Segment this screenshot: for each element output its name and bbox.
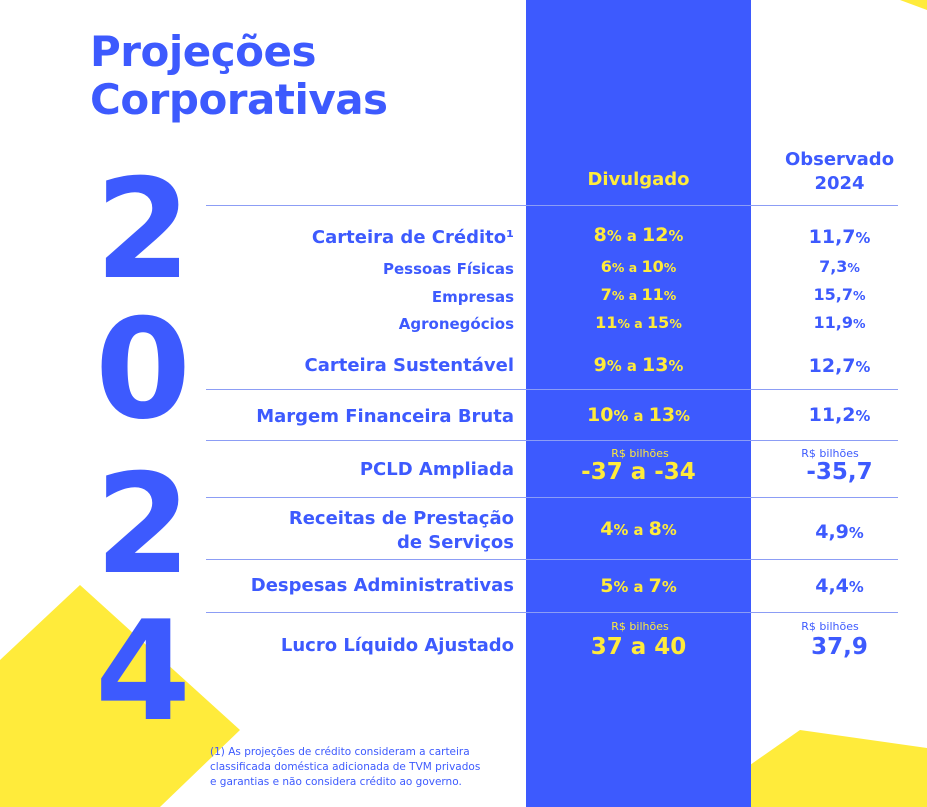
year-digit-4: 4 xyxy=(94,591,192,752)
title-line-2: Corporativas xyxy=(90,75,388,124)
divulgado-value-agronegocios: 11% a 15% xyxy=(595,313,682,332)
divulgado-column-background xyxy=(526,0,751,807)
row-divider xyxy=(206,440,898,441)
observado-unit-pcld: R$ bilhões xyxy=(801,447,859,460)
observado-value-lucro: 37,9 xyxy=(811,634,868,660)
divulgado-value-carteira-credito: 8% a 12% xyxy=(593,224,684,246)
divulgado-value-margem-financeira: 10% a 13% xyxy=(587,404,690,426)
row-label-carteira-credito: Carteira de Crédito¹ xyxy=(311,227,514,248)
divulgado-value-empresas: 7% a 11% xyxy=(600,285,677,304)
year-digit-1: 2 xyxy=(94,149,192,310)
row-label-receitas-line1: Receitas de Prestação xyxy=(288,508,514,529)
page-title: Projeções Corporativas xyxy=(90,28,388,124)
observado-value-receitas: 4,9% xyxy=(815,521,864,543)
row-divider xyxy=(206,559,898,560)
divulgado-value-pcld: -37 a -34 xyxy=(581,459,696,485)
row-label-carteira-sustentavel: Carteira Sustentável xyxy=(304,355,515,376)
row-label-lucro: Lucro Líquido Ajustado xyxy=(280,635,514,656)
divulgado-value-receitas: 4% a 8% xyxy=(600,518,677,540)
yellow-corner-top-right xyxy=(900,0,927,10)
observado-value-carteira-sustentavel: 12,7% xyxy=(808,355,871,377)
row-label-receitas-line2: de Serviços xyxy=(396,532,514,553)
yellow-triangle-left xyxy=(0,585,240,807)
row-label-agronegocios: Agronegócios xyxy=(398,315,514,333)
row-label-despesas: Despesas Administrativas xyxy=(250,575,514,596)
observado-value-pcld: -35,7 xyxy=(806,459,873,485)
observado-value-empresas: 15,7% xyxy=(813,285,866,304)
row-divider xyxy=(206,389,898,390)
observado-value-pessoas-fisicas: 7,3% xyxy=(819,257,860,276)
observado-value-agronegocios: 11,9% xyxy=(813,313,866,332)
row-label-pessoas-fisicas: Pessoas Físicas xyxy=(382,260,514,278)
row-divider xyxy=(206,205,898,206)
row-label-empresas: Empresas xyxy=(431,288,514,306)
footnote: (1) As projeções de crédito consideram a… xyxy=(210,745,510,790)
footnote-line-3: e garantias e não considera crédito ao g… xyxy=(210,776,462,788)
column-header-observado-line2: 2024 xyxy=(814,173,865,194)
divulgado-value-despesas: 5% a 7% xyxy=(600,575,677,597)
observado-value-despesas: 4,4% xyxy=(815,575,864,597)
row-label-margem-financeira: Margem Financeira Bruta xyxy=(256,406,514,427)
column-header-divulgado: Divulgado xyxy=(587,169,690,190)
observado-value-carteira-credito: 11,7% xyxy=(808,226,871,248)
divulgado-unit-lucro: R$ bilhões xyxy=(611,620,669,633)
divulgado-value-carteira-sustentavel: 9% a 13% xyxy=(593,354,684,376)
row-label-receitas: Receitas de Prestação de Serviços xyxy=(289,507,514,555)
observado-unit-lucro: R$ bilhões xyxy=(801,620,859,633)
observado-value-margem-financeira: 11,2% xyxy=(808,404,871,426)
divulgado-value-pessoas-fisicas: 6% a 10% xyxy=(600,257,677,276)
footnote-line-1: (1) As projeções de crédito consideram a… xyxy=(210,746,470,758)
divulgado-value-lucro: 37 a 40 xyxy=(590,634,687,660)
row-divider xyxy=(206,612,898,613)
title-line-1: Projeções xyxy=(90,27,316,76)
column-header-observado: Observado 2024 xyxy=(752,148,927,196)
year-digit-3: 2 xyxy=(94,444,192,605)
row-label-pcld: PCLD Ampliada xyxy=(359,459,514,480)
column-header-observado-line1: Observado xyxy=(784,149,895,170)
year-digit-2: 0 xyxy=(94,289,192,450)
divulgado-unit-pcld: R$ bilhões xyxy=(611,447,669,460)
row-divider xyxy=(206,497,898,498)
footnote-line-2: classificada doméstica adicionada de TVM… xyxy=(210,761,481,773)
